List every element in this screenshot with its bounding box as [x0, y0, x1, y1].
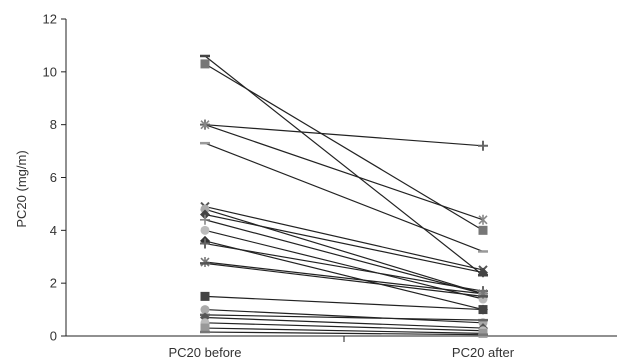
- tick-labels: 0 2 4 6 8 10 12 PC20 before PC20 after: [43, 12, 515, 361]
- y-tick-label: 8: [50, 117, 57, 132]
- x-tick-label: PC20 after: [452, 345, 515, 360]
- data-point: [478, 305, 488, 315]
- data-point: [200, 119, 210, 130]
- data-point: [200, 291, 210, 301]
- data-point: [478, 267, 488, 278]
- series-line: [204, 142, 484, 253]
- data-point: [200, 214, 210, 225]
- series-line: [204, 229, 484, 300]
- series-line: [204, 242, 484, 292]
- series-line: [204, 331, 484, 336]
- series-lines: [204, 55, 484, 336]
- x-tick-label: PC20 before: [169, 345, 242, 360]
- chart-axes: [61, 18, 617, 342]
- data-point: [200, 209, 210, 220]
- series-line: [204, 316, 484, 329]
- data-point: [200, 257, 210, 268]
- series-line: [204, 213, 484, 274]
- data-point: [478, 328, 488, 338]
- y-tick-label: 0: [50, 329, 57, 344]
- y-axis-title: PC20 (mg/m): [14, 150, 29, 227]
- series-line: [204, 205, 484, 271]
- data-point: [200, 238, 210, 249]
- data-point: [200, 225, 210, 235]
- data-point: [200, 204, 210, 214]
- y-tick-label: 4: [50, 223, 57, 238]
- data-point: [478, 140, 488, 151]
- series-line: [204, 322, 484, 332]
- data-point: [200, 323, 210, 333]
- data-point: [200, 305, 210, 315]
- series-line: [204, 327, 484, 334]
- series-line: [204, 262, 484, 297]
- y-tick-label: 6: [50, 170, 57, 185]
- series-line: [204, 261, 484, 295]
- series-line: [204, 219, 484, 295]
- series-line: [204, 124, 484, 221]
- series-line: [204, 314, 484, 321]
- data-point: [478, 214, 488, 225]
- series-line: [204, 295, 484, 311]
- series-line: [204, 308, 484, 324]
- series-line: [204, 240, 484, 311]
- series-line: [204, 55, 484, 276]
- series-markers: [200, 54, 488, 338]
- series-line: [204, 124, 484, 147]
- y-tick-label: 12: [43, 12, 57, 27]
- series-line: [204, 208, 484, 295]
- data-point: [478, 225, 488, 235]
- y-tick-label: 10: [43, 64, 57, 79]
- series-line: [204, 63, 484, 231]
- data-point: [200, 59, 210, 69]
- y-tick-label: 2: [50, 276, 57, 291]
